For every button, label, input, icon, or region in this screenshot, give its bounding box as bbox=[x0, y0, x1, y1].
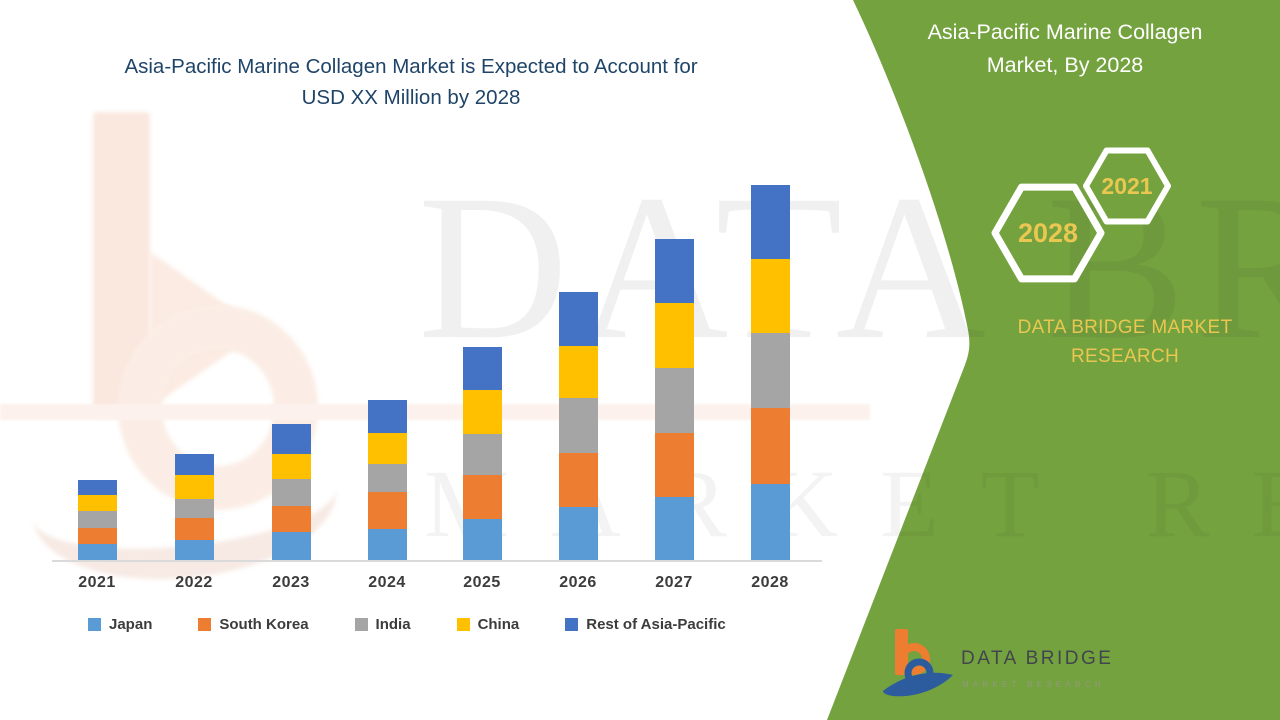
bar-segment-rest-of-asia-pacific-2026 bbox=[558, 292, 598, 346]
bar-segment-india-2022 bbox=[174, 499, 214, 518]
bar-segment-rest-of-asia-pacific-2024 bbox=[367, 400, 407, 433]
bar-segment-south-korea-2026 bbox=[558, 453, 598, 507]
bar-segment-japan-2027 bbox=[654, 497, 694, 560]
brand-text-line1: DATA BRIDGE MARKET bbox=[1017, 317, 1233, 338]
legend-item-south-korea: South Korea bbox=[198, 616, 309, 633]
bar-segment-japan-2026 bbox=[558, 507, 598, 560]
bar-segment-china-2028 bbox=[750, 259, 790, 333]
bar-segment-india-2028 bbox=[750, 333, 790, 408]
panel-title-line2: Market, By 2028 bbox=[986, 53, 1144, 77]
bar-segment-china-2021 bbox=[77, 495, 117, 511]
legend-item-japan: Japan bbox=[88, 616, 152, 633]
bar-segment-south-korea-2022 bbox=[174, 518, 214, 540]
x-axis-label-2027: 2027 bbox=[655, 574, 693, 591]
chart-title-line2: USD XX Million by 2028 bbox=[301, 86, 521, 109]
hexagon-2028 bbox=[991, 183, 1105, 283]
bar-segment-rest-of-asia-pacific-2022 bbox=[174, 454, 214, 475]
bar-segment-south-korea-2021 bbox=[77, 528, 117, 544]
databridge-logo: DATA BRIDGE MARKET RESEARCH bbox=[883, 629, 1113, 697]
legend-label-china: China bbox=[477, 616, 520, 633]
brand-text-line2: RESEARCH bbox=[1071, 346, 1179, 367]
legend-label-rest-of-asia-pacific: Rest of Asia-Pacific bbox=[586, 616, 726, 633]
bar-segment-china-2022 bbox=[174, 475, 214, 499]
panel-title-line1: Asia-Pacific Marine Collagen bbox=[927, 20, 1203, 44]
bar-segment-rest-of-asia-pacific-2028 bbox=[750, 185, 790, 259]
legend-label-japan: Japan bbox=[109, 616, 153, 633]
hexagon-badges: 2028 2021 bbox=[991, 147, 1171, 283]
x-axis-label-2023: 2023 bbox=[272, 574, 310, 591]
x-axis-label-2021: 2021 bbox=[78, 574, 116, 591]
chart-title-line1: Asia-Pacific Marine Collagen Market is E… bbox=[124, 55, 698, 78]
legend-item-china: China bbox=[456, 616, 520, 633]
x-axis-label-2024: 2024 bbox=[368, 574, 406, 591]
bar-segment-south-korea-2027 bbox=[654, 433, 694, 497]
bar-segment-india-2024 bbox=[367, 464, 407, 492]
legend-swatch-india bbox=[354, 618, 368, 631]
bar-segment-south-korea-2028 bbox=[750, 408, 790, 484]
legend-swatch-china bbox=[456, 618, 470, 631]
bar-segment-china-2026 bbox=[558, 346, 598, 398]
bar-segment-india-2021 bbox=[77, 511, 117, 528]
chart-legend: Japan South Korea India China Rest of Asia-P… bbox=[88, 616, 726, 633]
bar-segment-india-2027 bbox=[654, 368, 694, 433]
x-axis-label-2026: 2026 bbox=[559, 574, 597, 591]
watermark-band bbox=[0, 404, 870, 420]
bar-segment-china-2023 bbox=[271, 454, 311, 479]
legend-swatch-rest-of-asia-pacific bbox=[565, 618, 579, 631]
logo-b-icon bbox=[883, 629, 953, 697]
bar-segment-south-korea-2023 bbox=[271, 506, 311, 532]
legend-label-south-korea: South Korea bbox=[219, 616, 309, 633]
bar-segment-japan-2023 bbox=[271, 532, 311, 560]
bar-segment-south-korea-2025 bbox=[462, 475, 502, 519]
bar-segment-china-2025 bbox=[462, 390, 502, 434]
panel-title: Asia-Pacific Marine Collagen Market, By … bbox=[895, 16, 1235, 82]
bar-segment-japan-2022 bbox=[174, 540, 214, 560]
legend-swatch-japan bbox=[88, 618, 101, 631]
bar-segment-japan-2021 bbox=[77, 544, 117, 560]
logo-subtitle-text: MARKET RESEARCH bbox=[962, 680, 1105, 689]
x-axis-label-2025: 2025 bbox=[463, 574, 501, 591]
hexagon-2021-label: 2021 bbox=[1101, 173, 1152, 199]
bar-segment-south-korea-2024 bbox=[367, 492, 407, 529]
chart-title: Asia-Pacific Marine Collagen Market is E… bbox=[50, 51, 772, 113]
bar-segment-rest-of-asia-pacific-2023 bbox=[271, 424, 311, 454]
x-axis-line bbox=[52, 560, 822, 562]
x-axis-label-2022: 2022 bbox=[175, 574, 213, 591]
legend-item-india: India bbox=[354, 616, 411, 633]
bar-segment-india-2026 bbox=[558, 398, 598, 453]
bar-segment-japan-2028 bbox=[750, 484, 790, 560]
brand-text: DATA BRIDGE MARKET RESEARCH bbox=[965, 313, 1280, 371]
hexagon-2028-label: 2028 bbox=[1018, 218, 1078, 248]
bar-segment-china-2024 bbox=[367, 433, 407, 464]
legend-label-india: India bbox=[375, 616, 411, 633]
bar-segment-india-2023 bbox=[271, 479, 311, 506]
bar-segment-india-2025 bbox=[462, 434, 502, 475]
bar-segment-rest-of-asia-pacific-2021 bbox=[77, 480, 117, 495]
bar-segment-rest-of-asia-pacific-2025 bbox=[462, 347, 502, 390]
bar-segment-japan-2025 bbox=[462, 519, 502, 560]
hexagon-2021 bbox=[1083, 147, 1171, 225]
bar-segment-japan-2024 bbox=[367, 529, 407, 560]
x-axis-label-2028: 2028 bbox=[751, 574, 789, 591]
logo-name-text: DATA BRIDGE bbox=[961, 648, 1113, 669]
bar-segment-rest-of-asia-pacific-2027 bbox=[654, 239, 694, 303]
legend-swatch-south-korea bbox=[198, 618, 212, 631]
legend-item-rest-of-asia-pacific: Rest of Asia-Pacific bbox=[565, 616, 726, 633]
bar-segment-china-2027 bbox=[654, 303, 694, 368]
